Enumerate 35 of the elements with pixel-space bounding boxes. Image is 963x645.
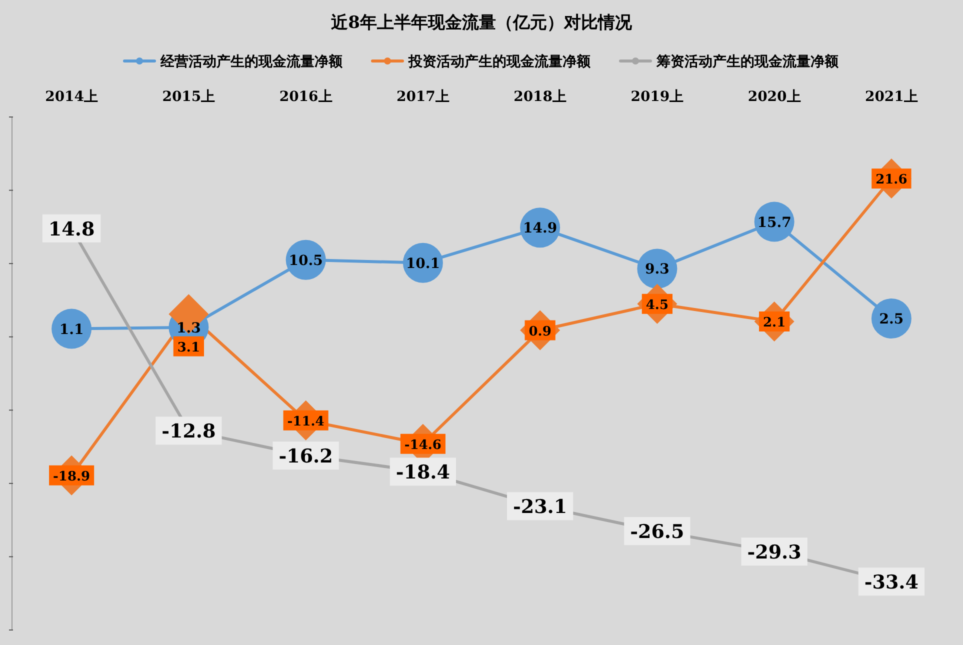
data-label: -26.5 (630, 521, 684, 544)
x-tick-label: 2015上 (162, 89, 216, 105)
data-label: -14.6 (404, 438, 442, 453)
data-label: -16.2 (278, 446, 333, 468)
data-label: 14.9 (523, 220, 558, 237)
legend-label: 投资活动产生的现金流量净额 (408, 53, 592, 70)
data-label: 21.6 (876, 172, 908, 188)
legend-label: 筹资活动产生的现金流量净额 (656, 53, 840, 70)
x-tick-label: 2014上 (45, 89, 98, 105)
data-label: -29.3 (747, 542, 802, 564)
data-label: 14.8 (48, 218, 95, 240)
data-label: 10.1 (406, 256, 440, 272)
data-label: 10.5 (288, 252, 323, 269)
data-label: -33.4 (864, 572, 919, 594)
x-tick-label: 2016上 (279, 89, 332, 105)
data-label: 0.9 (528, 324, 552, 340)
data-label: -11.4 (287, 414, 324, 430)
data-label: -12.8 (162, 420, 216, 443)
data-label: 2.1 (763, 315, 786, 330)
data-label: 9.3 (645, 262, 670, 278)
data-label: 15.7 (757, 214, 792, 231)
data-label: 4.5 (646, 298, 668, 313)
chart-title: 近8年上半年现金流量（亿元）对比情况 (330, 13, 633, 33)
x-tick-label: 2021上 (864, 89, 918, 105)
data-label: -18.9 (53, 469, 90, 484)
x-tick-label: 2018上 (514, 89, 567, 105)
x-tick-label: 2017上 (396, 89, 450, 105)
legend-label: 经营活动产生的现金流量净额 (160, 53, 344, 70)
x-tick-label: 2019上 (630, 89, 684, 105)
x-tick-label: 2020上 (748, 89, 801, 105)
data-label: 3.1 (177, 340, 200, 356)
data-label: -23.1 (512, 496, 568, 518)
data-label: 2.5 (879, 312, 904, 328)
data-label: -18.4 (396, 462, 450, 484)
data-label: 1.1 (59, 322, 84, 338)
